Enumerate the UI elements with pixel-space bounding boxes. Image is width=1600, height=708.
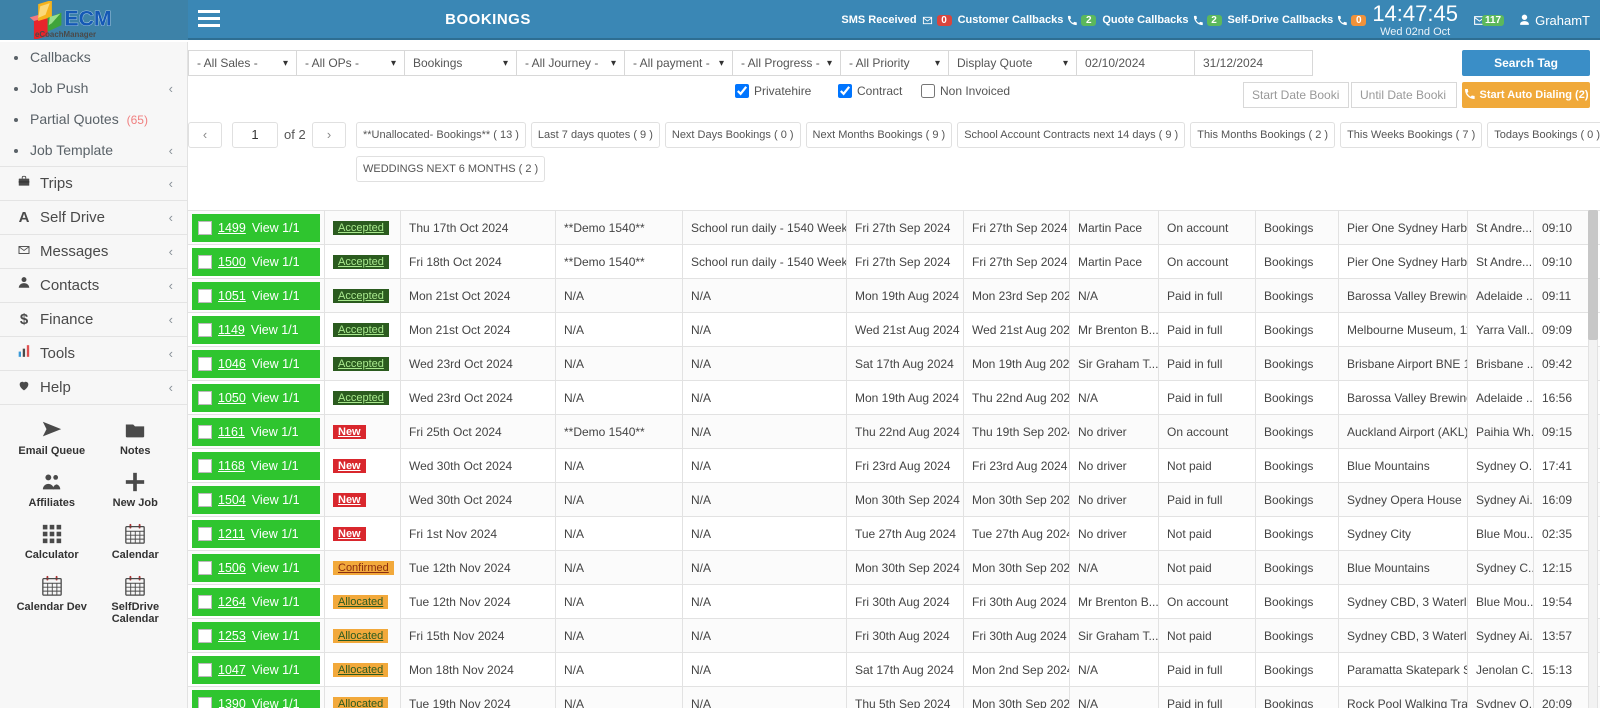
svg-text:eCoachManager: eCoachManager [35,30,96,39]
svg-text:ECM: ECM [65,7,112,30]
